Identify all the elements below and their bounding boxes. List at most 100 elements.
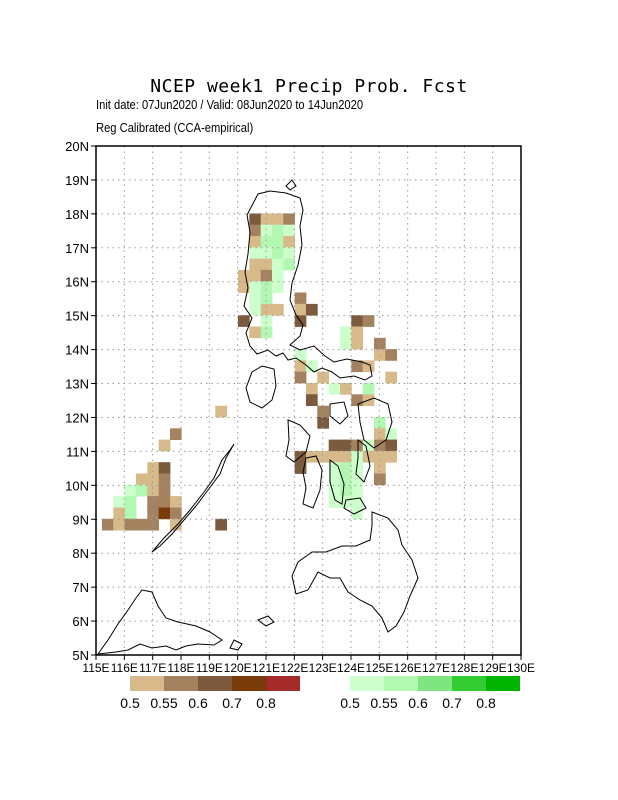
above-normal-cell (328, 496, 341, 508)
below-normal-cell (249, 224, 261, 237)
below-normal-cell (170, 428, 182, 440)
above-normal-cell (249, 247, 261, 259)
below-normal-cell (272, 213, 284, 226)
above-normal-cell (260, 281, 273, 293)
probability-cells (102, 213, 397, 531)
lat-label: 20N (65, 139, 89, 154)
above-normal-cell (351, 450, 363, 463)
lon-label: 121E (252, 661, 280, 675)
lon-label: 119E (196, 661, 223, 675)
above-normal-cell (351, 496, 363, 508)
lat-label: 11N (66, 444, 89, 459)
above-normal-cell (249, 292, 261, 305)
below-normal-cell (124, 518, 137, 531)
above-normal-cell (374, 417, 386, 429)
above-normal-cell (260, 326, 273, 339)
lat-label: 8N (72, 546, 89, 561)
lon-label: 116E (111, 661, 138, 675)
negros-outline (302, 455, 323, 509)
below-normal-legend-label: 0.6 (188, 695, 208, 711)
sulu-island-2 (229, 639, 243, 651)
batanes-islands (285, 179, 297, 191)
lon-label: 130E (507, 661, 535, 675)
above-normal-cell (272, 269, 284, 282)
above-normal-cell (272, 236, 284, 248)
below-normal-cell (249, 258, 261, 271)
below-normal-cell (374, 428, 386, 440)
above-normal-cell (260, 315, 273, 327)
below-normal-cell (170, 518, 182, 531)
sulu-island-1 (256, 615, 275, 627)
lon-label: 118E (167, 661, 194, 675)
below-normal-legend-swatch (198, 676, 232, 691)
below-normal-cell (294, 462, 307, 474)
map-frame (95, 145, 522, 656)
above-normal-cell (340, 337, 352, 350)
lon-label: 125E (365, 661, 393, 675)
lat-label: 5N (72, 648, 89, 663)
above-normal-cell (340, 326, 352, 339)
above-normal-cell (249, 303, 261, 316)
below-normal-cell (385, 371, 397, 384)
above-normal-legend-swatch (452, 676, 486, 691)
below-normal-legend-swatch (232, 676, 266, 691)
above-normal-legend-swatch (418, 676, 452, 691)
below-normal-cell (328, 439, 341, 452)
lon-label: 115E (82, 661, 109, 675)
above-normal-cell (272, 247, 284, 259)
above-normal-cell (124, 507, 137, 520)
below-normal-cell (158, 439, 171, 452)
above-normal-cell (124, 496, 137, 508)
lon-label: 124E (337, 661, 365, 675)
below-normal-cell (306, 303, 318, 316)
above-normal-cell (260, 292, 273, 305)
above-normal-cell (249, 281, 261, 293)
below-normal-cell (294, 303, 307, 316)
below-normal-cell (272, 303, 284, 316)
above-normal-legend-label: 0.6 (408, 695, 428, 711)
below-normal-cell (158, 507, 171, 520)
above-normal-legend-swatch (384, 676, 418, 691)
samar-outline (357, 397, 393, 449)
palawan-outline (151, 443, 235, 553)
below-normal-cell (306, 383, 318, 395)
below-normal-cell (294, 360, 307, 373)
below-normal-legend-swatch (130, 676, 164, 691)
lat-label: 16N (65, 275, 89, 290)
lon-label: 120E (224, 661, 252, 675)
below-normal-cell (351, 337, 363, 350)
leyte-outline (355, 439, 371, 483)
lat-label: 9N (72, 512, 89, 527)
color-legend: 0.5 0.55 0.6 0.7 0.8 0.5 0.55 0.6 0.7 0.8 (120, 676, 520, 711)
above-normal-cell (328, 383, 341, 395)
below-normal-cell (136, 473, 148, 486)
above-normal-cell (306, 360, 318, 373)
lon-label: 126E (394, 661, 422, 675)
below-normal-cell (362, 315, 375, 327)
above-normal-cell (136, 484, 148, 497)
below-normal-cell (340, 383, 352, 395)
below-normal-cell (147, 462, 159, 474)
below-normal-cell (249, 269, 261, 282)
below-normal-legend-label: 0.7 (222, 695, 242, 711)
below-normal-cell (317, 417, 329, 429)
above-normal-cell (283, 258, 295, 271)
below-normal-legend-label: 0.5 (120, 695, 140, 711)
above-normal-legend-swatch (486, 676, 520, 691)
below-normal-legend-label: 0.8 (256, 695, 276, 711)
lon-label: 127E (422, 661, 450, 675)
lon-label: 129E (479, 661, 507, 675)
lat-label: 19N (65, 173, 89, 188)
below-normal-cell (317, 405, 329, 418)
below-normal-legend-label: 0.55 (150, 695, 177, 711)
map-title: NCEP week1 Precip Prob. Fcst (150, 76, 468, 97)
panay-outline (285, 419, 311, 463)
lat-label: 7N (72, 580, 89, 595)
above-normal-legend-label: 0.5 (340, 695, 360, 711)
below-normal-cell (238, 281, 250, 293)
below-normal-cell (317, 450, 329, 463)
above-normal-legend-label: 0.8 (476, 695, 496, 711)
above-normal-cell (124, 484, 137, 497)
above-normal-cell (351, 507, 363, 520)
lon-label: 128E (450, 661, 478, 675)
